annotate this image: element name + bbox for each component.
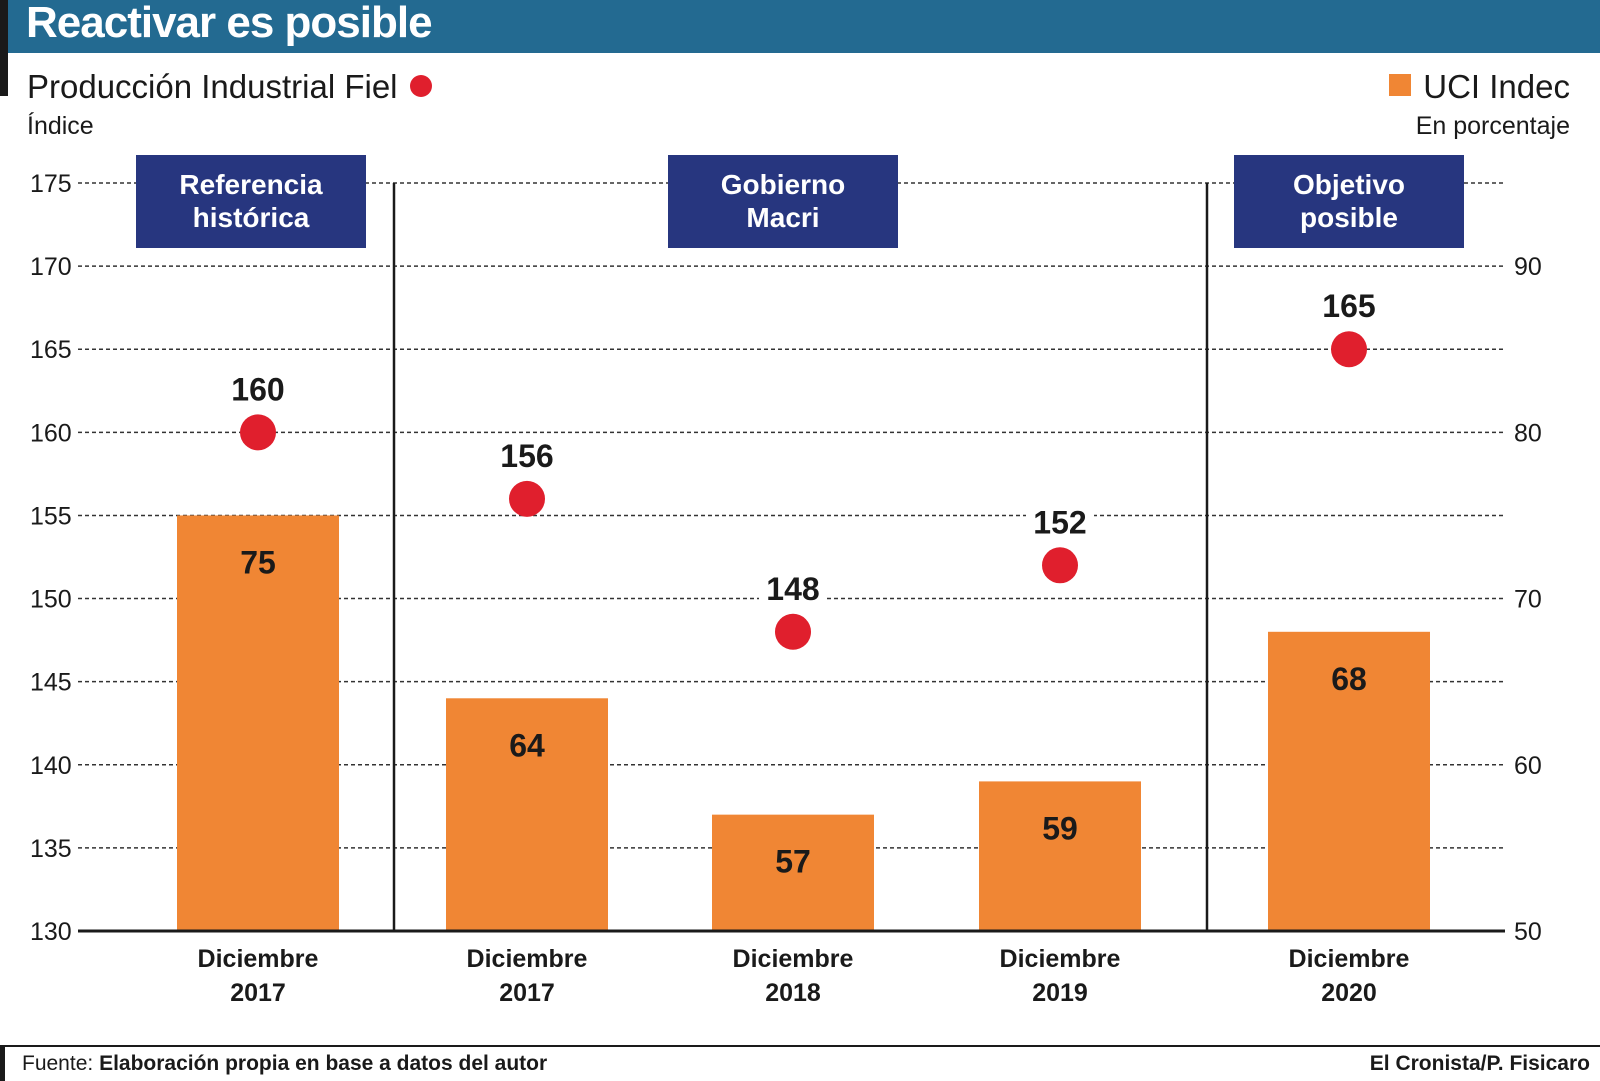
legend-right: UCI Indec [1389, 68, 1570, 106]
right-tick-label: 60 [1514, 752, 1542, 780]
dot-label-mask [1026, 503, 1094, 542]
category-label: 2020 [1321, 979, 1377, 1007]
section-label: Gobierno [721, 169, 845, 200]
source-note: Fuente: Elaboración propia en base a dat… [22, 1052, 547, 1076]
uci-bar-value: 75 [240, 544, 276, 580]
left-tick-label: 165 [30, 336, 72, 364]
fiel-dot-value: 160 [231, 371, 284, 407]
dot-label-mask [224, 370, 292, 409]
fiel-dot [775, 613, 811, 650]
fiel-dot-value: 165 [1322, 288, 1375, 324]
section-label: Objetivo [1293, 169, 1405, 200]
left-tick-label: 145 [30, 669, 72, 697]
left-tick-label: 155 [30, 502, 72, 530]
category-label: Diciembre [733, 945, 854, 973]
fiel-dot [1042, 547, 1078, 584]
uci-bar [1268, 631, 1430, 931]
section-label: Macri [746, 202, 819, 233]
section-box [1234, 155, 1464, 248]
category-label: Diciembre [467, 945, 588, 973]
right-tick-label: 50 [1514, 918, 1542, 946]
chart-title: Reactivar es posible [26, 0, 433, 47]
category-label: Diciembre [198, 945, 319, 973]
title-accent-bar [0, 0, 8, 96]
right-axis-unit: En porcentaje [1415, 112, 1570, 140]
section-label: histórica [193, 202, 310, 233]
category-label: 2017 [499, 979, 555, 1007]
category-label: 2018 [765, 979, 821, 1007]
legend-dot-icon [409, 75, 432, 98]
source-label: Fuente: [22, 1052, 94, 1075]
dot-label-mask [759, 569, 827, 608]
section-label: posible [1300, 202, 1398, 233]
legend-left: Producción Industrial Fiel [27, 68, 432, 106]
category-label: Diciembre [1000, 945, 1121, 973]
section-box [136, 155, 366, 248]
source-text: Elaboración propia en base a datos del a… [99, 1052, 548, 1075]
dot-label-mask [1315, 287, 1383, 326]
fiel-dot-value: 152 [1033, 504, 1086, 540]
left-tick-label: 130 [30, 918, 72, 946]
uci-bar-value: 68 [1331, 661, 1367, 697]
left-tick-label: 140 [30, 752, 72, 780]
credit-note: El Cronista/P. Fisicaro [1369, 1052, 1590, 1075]
right-tick-label: 90 [1514, 253, 1542, 281]
fiel-dot [240, 414, 276, 451]
legend-left-label: Producción Industrial Fiel [27, 68, 398, 105]
footer-accent-bar [0, 1045, 5, 1081]
left-tick-label: 135 [30, 835, 72, 863]
uci-bar [446, 698, 608, 931]
category-label: 2019 [1032, 979, 1088, 1007]
uci-bar [979, 781, 1141, 931]
uci-bar [712, 814, 874, 931]
left-tick-label: 170 [30, 253, 72, 281]
fiel-dot [509, 480, 545, 517]
left-tick-label: 160 [30, 419, 72, 447]
category-label: Diciembre [1289, 945, 1410, 973]
fiel-dot-value: 156 [500, 438, 553, 474]
legend-square-icon [1389, 74, 1412, 97]
dot-label-mask [493, 436, 561, 475]
section-label: Referencia [179, 169, 323, 200]
uci-bar-value: 59 [1042, 810, 1078, 846]
left-axis-unit: Índice [27, 112, 94, 140]
section-box [668, 155, 898, 248]
footer-divider [0, 1045, 1600, 1047]
uci-bar [177, 515, 339, 931]
title-bar [0, 0, 1600, 53]
uci-bar-value: 57 [775, 844, 811, 880]
left-tick-label: 175 [30, 170, 72, 198]
right-tick-label: 70 [1514, 586, 1542, 614]
legend-right-label: UCI Indec [1423, 68, 1570, 105]
right-tick-label: 80 [1514, 419, 1542, 447]
fiel-dot-value: 148 [766, 571, 819, 607]
fiel-dot [1331, 331, 1367, 368]
left-tick-label: 150 [30, 586, 72, 614]
uci-bar-value: 64 [509, 727, 545, 763]
category-label: 2017 [230, 979, 286, 1007]
